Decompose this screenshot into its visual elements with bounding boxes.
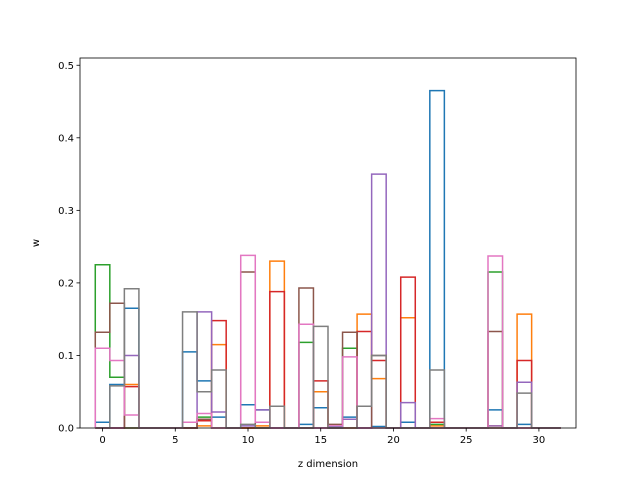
y-tick-label: 0.0	[58, 424, 74, 435]
y-tick-label: 0.4	[58, 133, 74, 144]
y-tick-label: 0.1	[58, 351, 74, 362]
y-tick-label: 0.2	[58, 278, 74, 289]
x-tick-label: 30	[533, 435, 546, 446]
x-axis-ticks: 0 5 10 15 20 25 30	[99, 428, 545, 446]
x-axis-label: z dimension	[298, 459, 358, 470]
y-axis-label: w	[31, 239, 42, 247]
y-tick-label: 0.5	[58, 61, 74, 72]
y-axis-ticks: 0.0 0.1 0.2 0.3 0.4 0.5	[58, 61, 80, 435]
plot-frame	[79, 57, 577, 429]
x-tick-label: 15	[314, 435, 327, 446]
x-tick-label: 10	[242, 435, 255, 446]
x-tick-label: 20	[387, 435, 400, 446]
y-tick-label: 0.3	[58, 206, 74, 217]
x-tick-label: 25	[460, 435, 473, 446]
x-tick-label: 5	[172, 435, 178, 446]
x-tick-label: 0	[99, 435, 105, 446]
